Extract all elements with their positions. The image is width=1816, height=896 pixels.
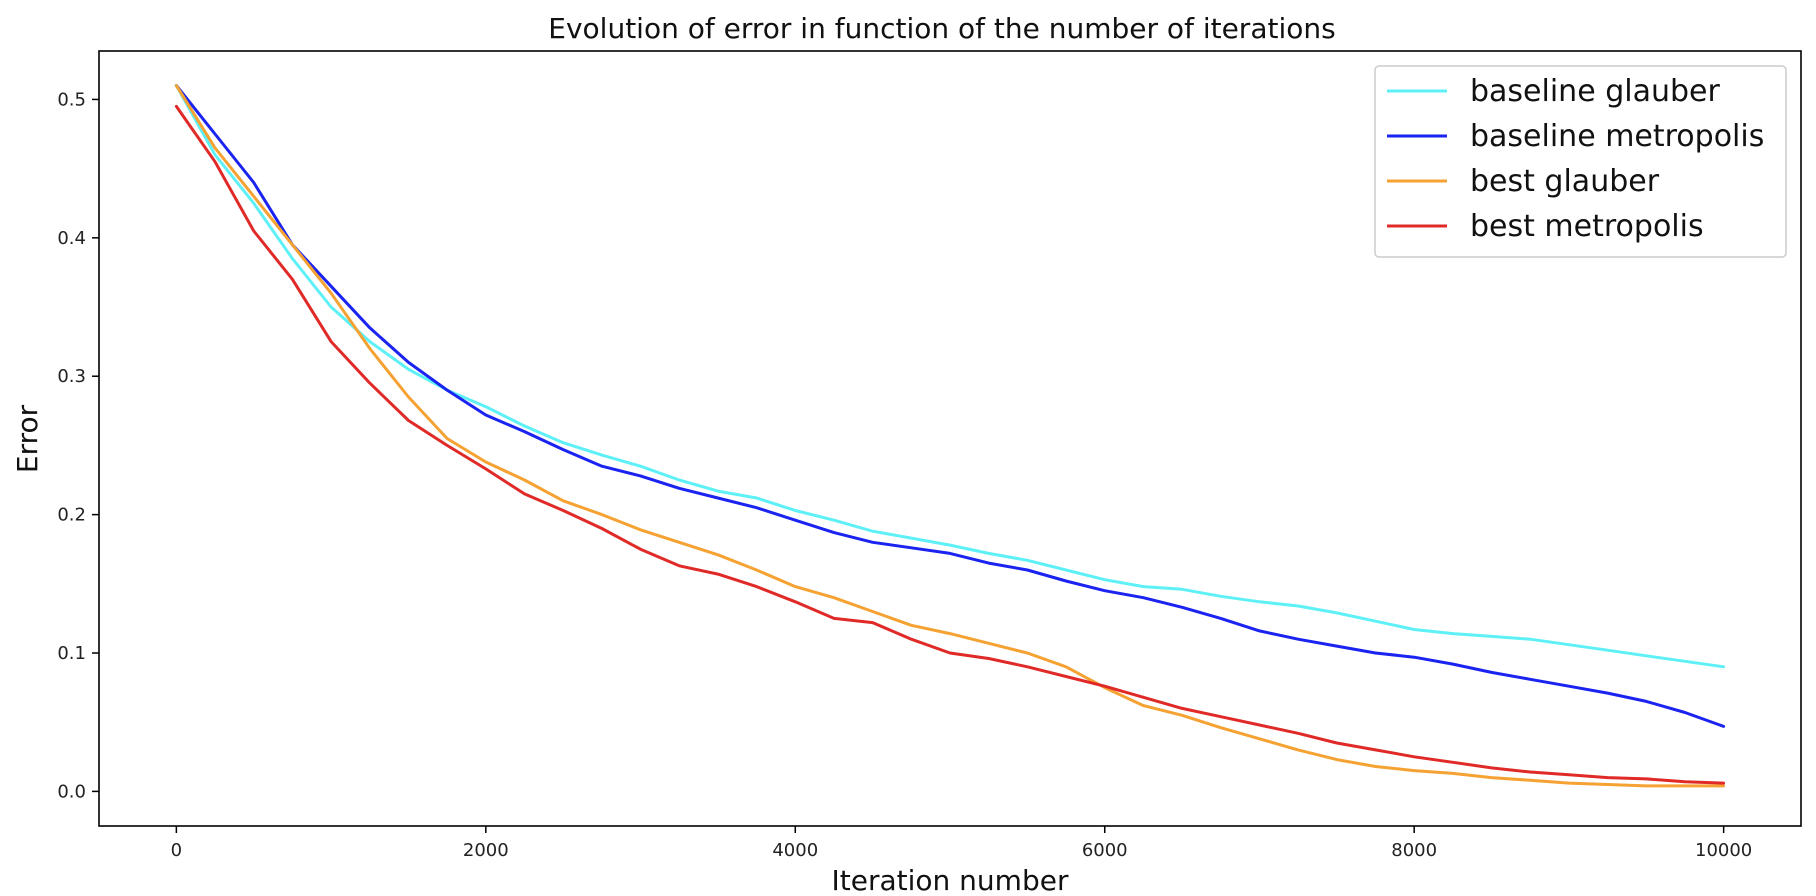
y-tick-label: 0.5: [57, 89, 86, 110]
plot-area-frame: [98, 50, 1802, 827]
legend: baseline glauber baseline metropolis best …: [1374, 65, 1787, 258]
series-line-best-glauber: [174, 84, 1726, 788]
x-tick-label: 8000: [1391, 840, 1437, 861]
x-tick-label: 6000: [1082, 840, 1128, 861]
series-line-baseline-metropolis: [174, 84, 1726, 728]
x-tick-label: 4000: [772, 840, 818, 861]
legend-label: best metropolis: [1470, 209, 1704, 244]
x-tick-label: 2000: [463, 840, 509, 861]
x-tick-label: 10000: [1695, 840, 1752, 861]
series-line-baseline-glauber: [174, 84, 1726, 669]
y-axis-label: Error: [11, 404, 44, 473]
y-tick-label: 0.4: [57, 228, 86, 249]
x-tick-label: 0: [171, 840, 182, 861]
legend-label: baseline glauber: [1470, 74, 1720, 109]
legend-label: best glauber: [1470, 164, 1660, 199]
legend-box: [1374, 65, 1787, 258]
chart-title: Evolution of error in function of the nu…: [548, 12, 1335, 45]
y-tick-label: 0.1: [57, 643, 86, 664]
x-axis-ticks: 0 2000 4000 6000 8000 10000: [171, 826, 1752, 861]
y-tick-label: 0.3: [57, 366, 86, 387]
series-layer: [174, 84, 1726, 788]
series-line-best-metropolis: [174, 104, 1726, 785]
y-tick-label: 0.0: [57, 781, 86, 802]
x-axis-label: Iteration number: [832, 864, 1069, 896]
legend-label: baseline metropolis: [1470, 119, 1764, 154]
y-tick-label: 0.2: [57, 505, 86, 526]
y-axis-ticks: 0.0 0.1 0.2 0.3 0.4 0.5: [57, 89, 99, 802]
